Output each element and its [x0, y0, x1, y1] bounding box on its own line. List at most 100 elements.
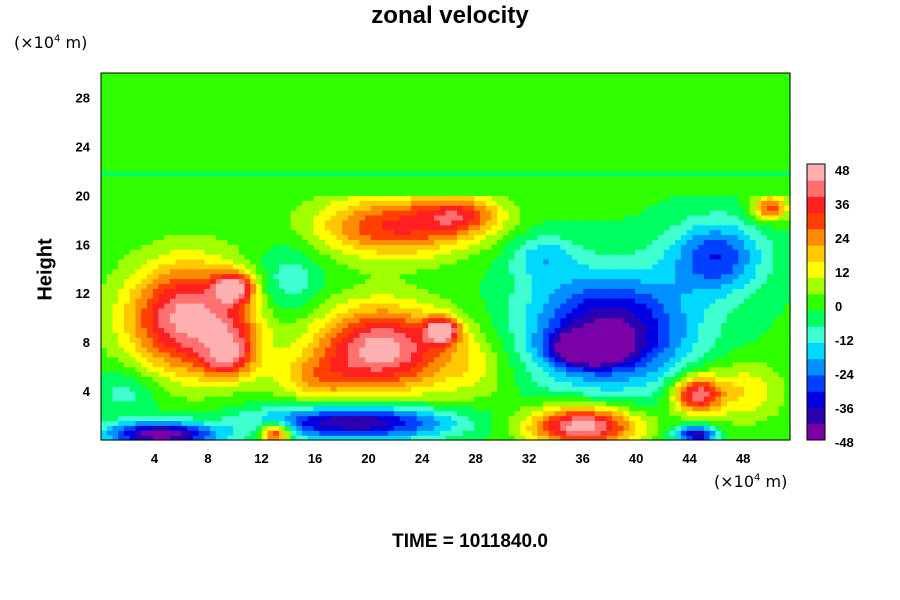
- heatmap-cell: [525, 288, 533, 294]
- heatmap-cell: [192, 254, 200, 260]
- heatmap-cell: [175, 322, 182, 329]
- heatmap-cell: [227, 356, 234, 363]
- heatmap-cell: [600, 322, 607, 329]
- heatmap-cell: [388, 327, 395, 333]
- heatmap-cell: [692, 376, 699, 382]
- heatmap-cell: [508, 425, 515, 431]
- heatmap-cell: [491, 302, 498, 309]
- heatmap-cell: [330, 386, 338, 392]
- heatmap-cell: [755, 244, 762, 250]
- heatmap-cell: [273, 361, 280, 368]
- heatmap-cell: [531, 239, 538, 245]
- heatmap-cell: [382, 400, 389, 407]
- heatmap-cell: [411, 376, 418, 382]
- heatmap-cell: [405, 322, 412, 329]
- heatmap-cell: [141, 430, 148, 436]
- heatmap-cell: [514, 298, 521, 304]
- heatmap-cell: [278, 234, 286, 240]
- heatmap-cell: [192, 361, 200, 368]
- heatmap-cell: [692, 420, 699, 426]
- heatmap-cell: [141, 347, 148, 353]
- heatmap-cell: [669, 381, 676, 387]
- heatmap-cell: [141, 371, 148, 377]
- heatmap-cell: [537, 347, 544, 353]
- heatmap-cell: [652, 410, 659, 417]
- heatmap-cell: [606, 366, 613, 373]
- heatmap-cell: [686, 347, 693, 353]
- heatmap-cell: [210, 332, 217, 338]
- heatmap-cell: [112, 356, 119, 363]
- heatmap-cell: [198, 366, 205, 373]
- heatmap-cell: [606, 420, 613, 426]
- heatmap-cell: [267, 322, 274, 329]
- heatmap-cell: [755, 361, 762, 368]
- heatmap-cell: [267, 327, 274, 333]
- heatmap-cell: [560, 376, 567, 382]
- heatmap-cell: [686, 391, 693, 397]
- heatmap-cell: [118, 361, 125, 368]
- heatmap-cell: [669, 356, 676, 363]
- heatmap-cell: [301, 430, 309, 436]
- heatmap-cell: [502, 244, 510, 250]
- heatmap-cell: [560, 288, 567, 294]
- heatmap-cell: [497, 395, 504, 402]
- heatmap-cell: [267, 420, 274, 426]
- heatmap-cell: [382, 288, 389, 294]
- heatmap-cell: [634, 361, 642, 368]
- heatmap-cell: [250, 332, 257, 338]
- y-unit-suffix: m): [60, 33, 88, 52]
- heatmap-cell: [709, 405, 716, 412]
- heatmap-cell: [284, 322, 292, 329]
- heatmap-cell: [749, 356, 757, 363]
- heatmap-cell: [233, 420, 240, 426]
- heatmap-cell: [221, 258, 228, 265]
- heatmap-cell: [250, 342, 257, 348]
- heatmap-cell: [646, 347, 653, 353]
- heatmap-cell: [112, 435, 119, 441]
- heatmap-cell: [112, 273, 119, 280]
- heatmap-cell: [123, 239, 131, 245]
- heatmap-cell: [537, 298, 544, 304]
- heatmap-cell: [566, 410, 573, 417]
- heatmap-cell: [422, 351, 429, 358]
- heatmap-cell: [491, 347, 498, 353]
- heatmap-cell: [388, 332, 395, 338]
- heatmap-cell: [462, 376, 470, 382]
- heatmap-cell: [543, 386, 550, 392]
- heatmap-cell: [623, 263, 630, 270]
- heatmap-cell: [284, 391, 292, 397]
- heatmap-cell: [106, 307, 114, 314]
- heatmap-cell: [146, 395, 154, 402]
- heatmap-cell: [141, 322, 148, 329]
- heatmap-cell: [210, 288, 217, 294]
- heatmap-cell: [198, 263, 205, 270]
- heatmap-cell: [393, 405, 401, 412]
- heatmap-cell: [330, 410, 338, 417]
- heatmap-cell: [543, 239, 550, 245]
- heatmap-cell: [606, 342, 613, 348]
- heatmap-cell: [502, 410, 510, 417]
- heatmap-cell: [146, 351, 154, 358]
- heatmap-cell: [146, 278, 154, 285]
- heatmap-cell: [192, 376, 200, 382]
- heatmap-cell: [238, 249, 246, 255]
- heatmap-cell: [307, 351, 315, 358]
- heatmap-cell: [359, 288, 366, 294]
- heatmap-cell: [399, 351, 406, 358]
- heatmap-cell: [698, 312, 705, 319]
- heatmap-cell: [238, 254, 246, 260]
- heatmap-cell: [462, 410, 470, 417]
- heatmap-cell: [761, 420, 768, 426]
- heatmap-cell: [273, 435, 280, 441]
- heatmap-cell: [715, 356, 722, 363]
- heatmap-cell: [502, 298, 510, 304]
- heatmap-cell: [623, 307, 630, 314]
- heatmap-cell: [721, 342, 728, 348]
- heatmap-cell: [583, 244, 590, 250]
- heatmap-cell: [256, 332, 263, 338]
- heatmap-cell: [324, 395, 332, 402]
- heatmap-cell: [479, 312, 487, 319]
- heatmap-cell: [451, 351, 458, 358]
- heatmap-cell: [324, 420, 332, 426]
- heatmap-cell: [250, 258, 257, 265]
